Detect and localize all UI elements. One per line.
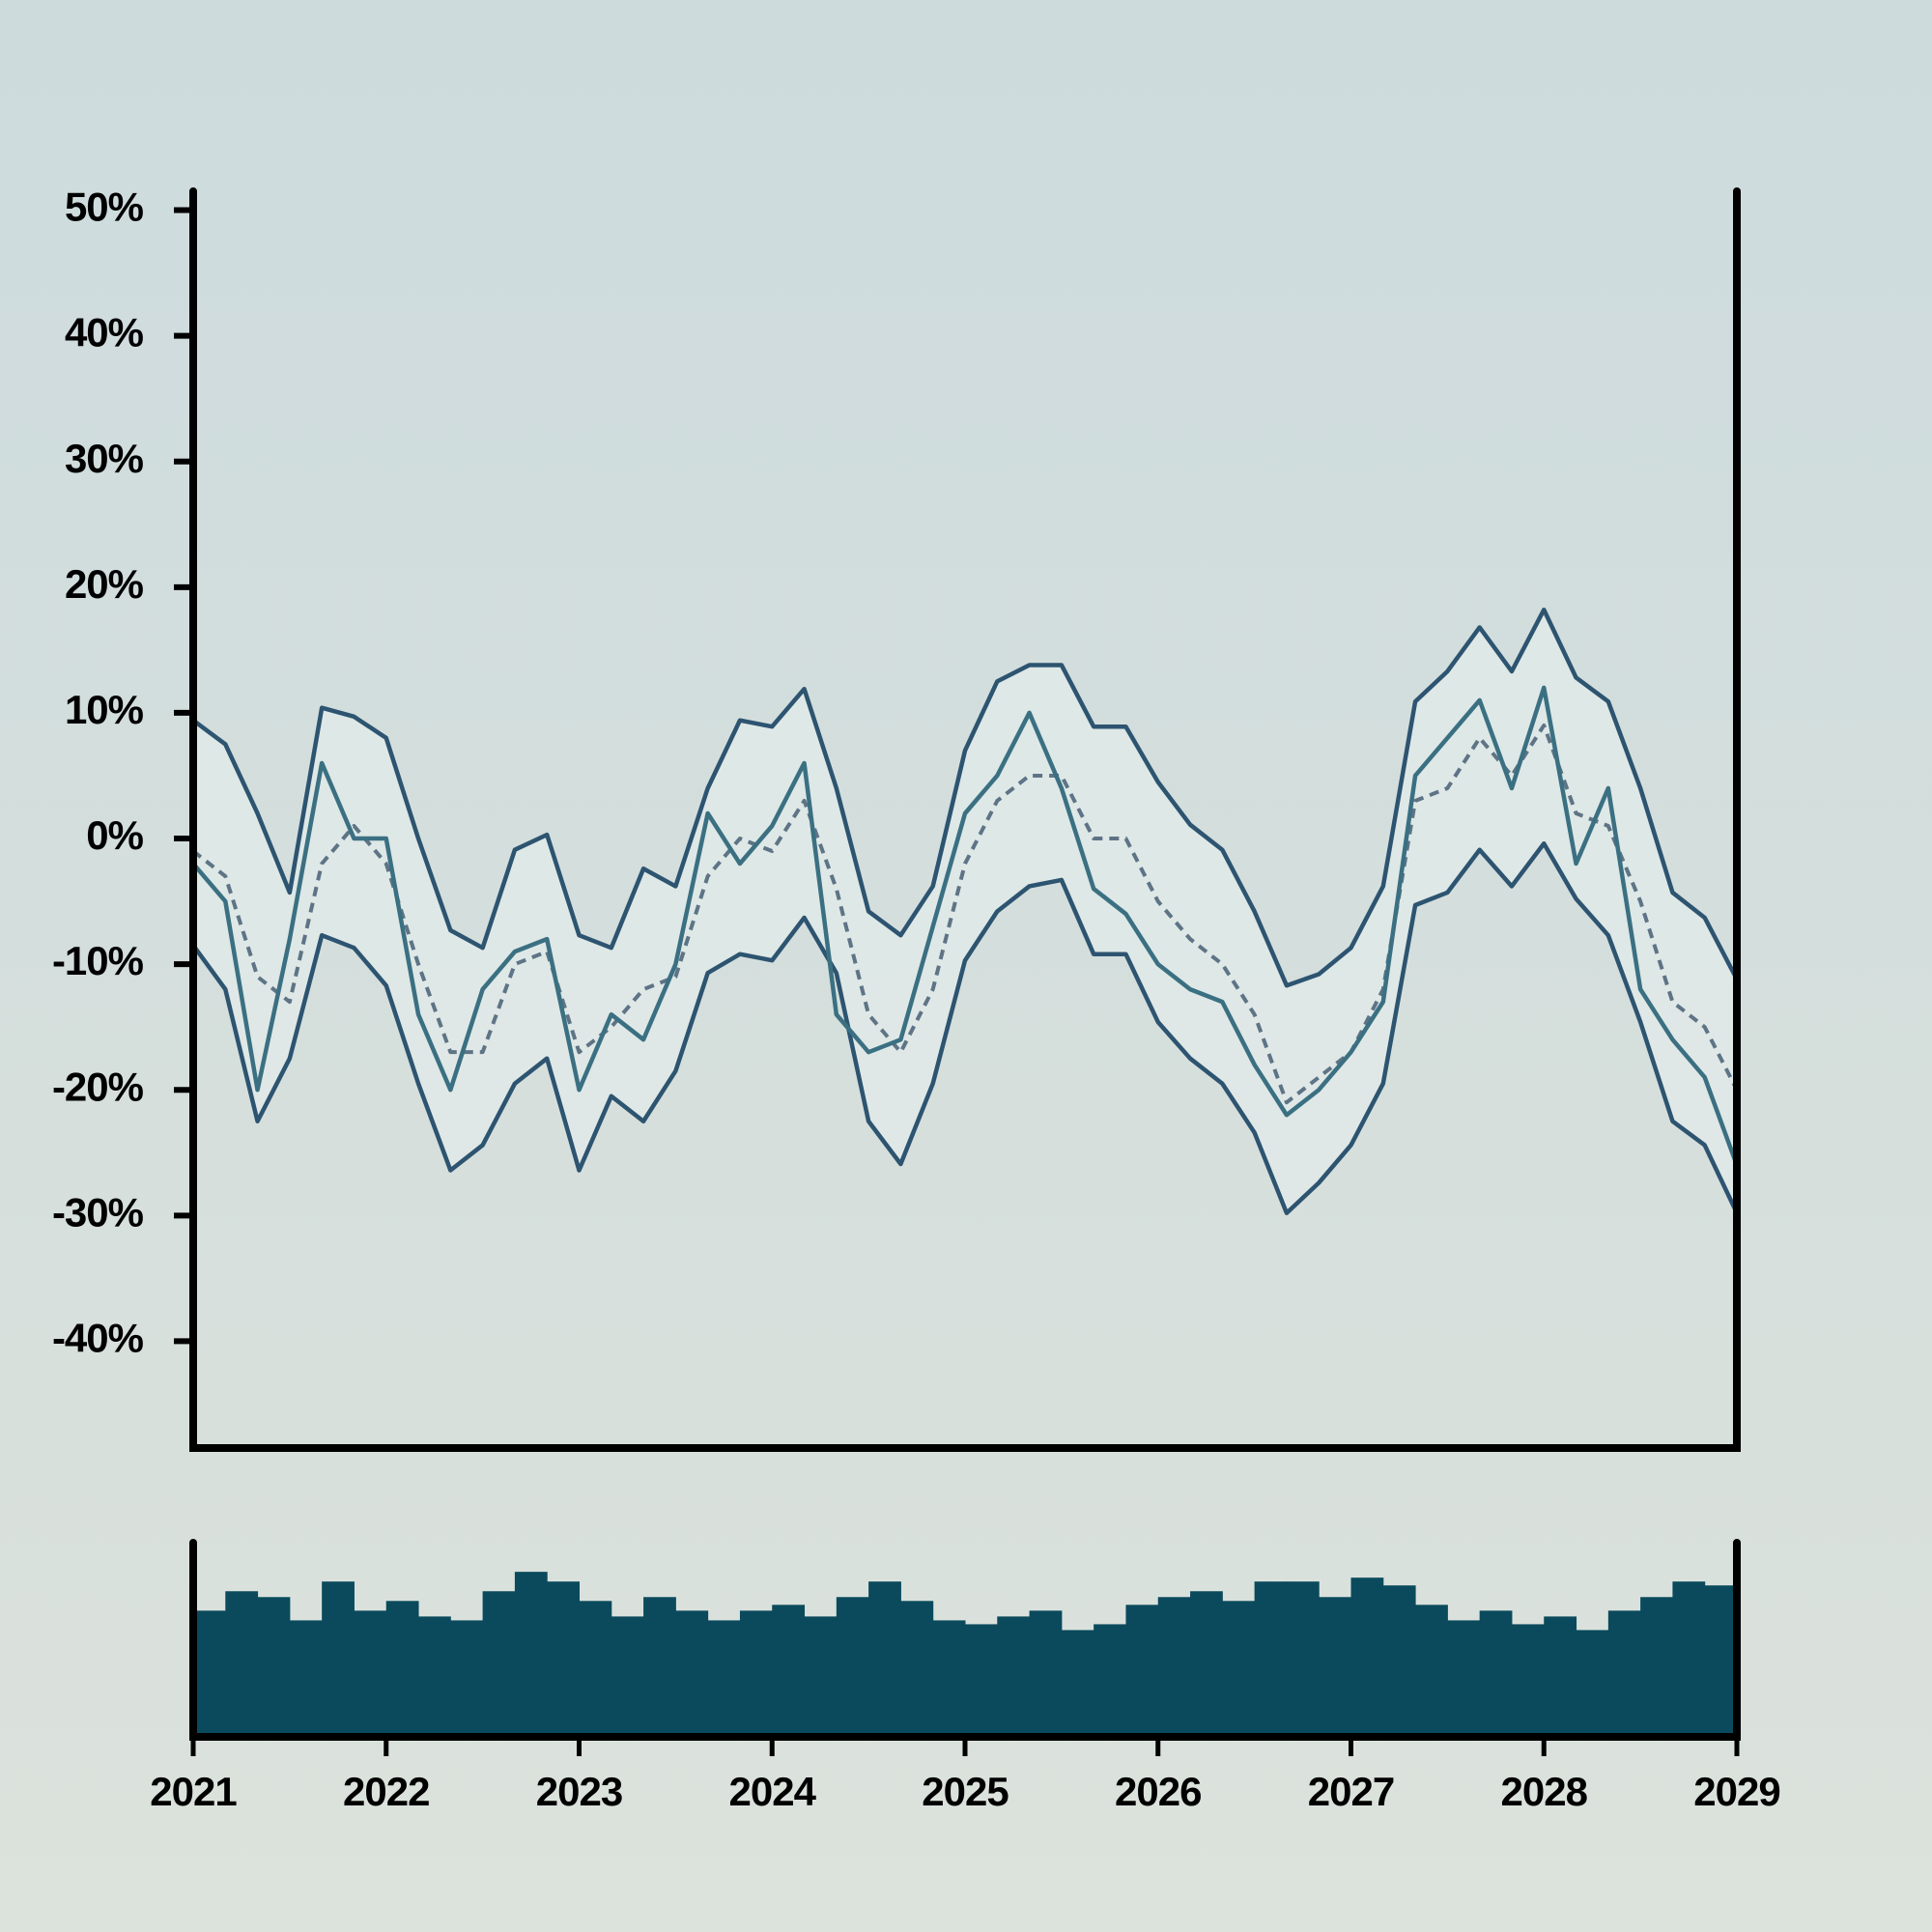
- volume-bar: [1704, 1585, 1738, 1737]
- volume-bar: [1061, 1630, 1094, 1737]
- volume-bar: [1382, 1585, 1416, 1737]
- y-tick-label: -20%: [52, 1064, 144, 1109]
- volume-bar: [1254, 1581, 1288, 1737]
- volume-bar: [836, 1597, 869, 1737]
- y-tick-label: 0%: [86, 812, 143, 858]
- volume-bar: [739, 1610, 773, 1737]
- volume-bar: [1319, 1597, 1352, 1737]
- volume-bar: [1125, 1605, 1159, 1737]
- volume-bar: [611, 1616, 644, 1737]
- volume-bar: [675, 1610, 709, 1737]
- volume-bar: [418, 1616, 451, 1737]
- volume-bar: [868, 1581, 901, 1737]
- series-line: [191, 685, 1740, 1167]
- volume-bar: [964, 1624, 998, 1737]
- y-tick-label: -10%: [52, 938, 144, 983]
- volume-bar: [804, 1616, 838, 1737]
- y-tick-label: 50%: [65, 185, 144, 230]
- x-tick-label: 2024: [729, 1769, 817, 1814]
- volume-bar: [997, 1616, 1031, 1737]
- volume-bar: [932, 1620, 966, 1737]
- x-tick-label: 2026: [1115, 1769, 1201, 1814]
- volume-bar: [1094, 1624, 1126, 1737]
- volume-bar: [1157, 1597, 1191, 1737]
- x-tick-label: 2028: [1501, 1769, 1588, 1814]
- volume-bar: [1479, 1610, 1513, 1737]
- volume-bar: [579, 1601, 612, 1737]
- volume-bar: [1511, 1624, 1545, 1737]
- volume-bar: [514, 1572, 548, 1737]
- y-tick-label: 30%: [65, 436, 144, 481]
- volume-bar: [772, 1605, 806, 1737]
- volume-bar: [289, 1620, 323, 1737]
- volume-bar: [1447, 1620, 1481, 1737]
- x-tick-label: 2025: [922, 1769, 1009, 1814]
- volume-bar: [1640, 1597, 1673, 1737]
- volume-bar: [643, 1597, 676, 1737]
- x-tick-label: 2021: [150, 1769, 237, 1814]
- volume-bar: [707, 1620, 741, 1737]
- volume-bar: [1190, 1591, 1223, 1737]
- volume-bar: [1672, 1581, 1706, 1737]
- volume-bar: [385, 1601, 419, 1737]
- volume-bar: [1576, 1630, 1609, 1737]
- y-tick-label: -40%: [52, 1316, 144, 1361]
- axis-frame: [189, 187, 1741, 1452]
- axis-frame: [189, 1539, 1741, 1741]
- volume-bar: [1415, 1605, 1448, 1737]
- y-tick-label: 10%: [65, 687, 144, 732]
- volume-bar: [1029, 1610, 1063, 1737]
- y-tick-label: 20%: [65, 561, 144, 607]
- series-line: [191, 840, 1740, 1215]
- y-tick-label: -30%: [52, 1189, 144, 1235]
- x-tick-label: 2027: [1308, 1769, 1394, 1814]
- volume-bar: [1286, 1581, 1320, 1737]
- volume-bar: [1350, 1577, 1384, 1737]
- x-tick-label: 2023: [536, 1769, 622, 1814]
- volume-bar: [322, 1581, 355, 1737]
- x-tick-label: 2022: [343, 1769, 429, 1814]
- volume-bar: [1222, 1601, 1256, 1737]
- series-line: [191, 607, 1739, 988]
- volume-bar: [450, 1620, 484, 1737]
- volume-bar: [354, 1610, 387, 1737]
- volume-bar: [192, 1610, 226, 1737]
- moving-average: [191, 723, 1739, 1105]
- volume-bar: [257, 1597, 291, 1737]
- volume-bar: [1607, 1610, 1641, 1737]
- volume-bar: [547, 1581, 581, 1737]
- band-fill: [193, 610, 1737, 1213]
- volume-bar: [225, 1591, 259, 1737]
- x-tick-label: 2029: [1693, 1769, 1779, 1814]
- y-tick-label: 40%: [65, 310, 144, 355]
- volume-bar: [1544, 1616, 1577, 1737]
- volume-bar: [482, 1591, 516, 1737]
- volume-bar: [900, 1601, 934, 1737]
